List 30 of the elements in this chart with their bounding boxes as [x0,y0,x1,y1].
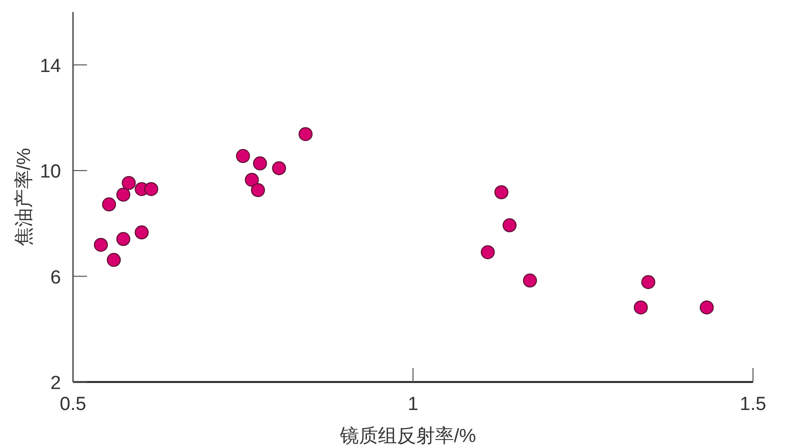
point [106,252,121,267]
x-tick-label: 1.5 [740,394,766,415]
point [236,149,250,164]
point [116,232,130,246]
point [298,127,313,142]
point [250,183,265,198]
x-axis-title: 镜质组反射率/% [338,425,476,445]
point [122,176,136,190]
point [700,300,714,314]
point [494,185,508,200]
y-tick-label: 14 [40,56,62,77]
point [134,225,149,240]
point [641,275,656,290]
point [102,197,116,212]
point [272,161,286,176]
point [502,218,517,232]
point [522,274,537,288]
point [253,156,267,170]
x-tick-label: 1 [408,394,418,415]
point [480,245,495,260]
y-tick-label: 10 [40,162,61,183]
point [94,238,108,252]
y-tick-label: 2 [50,373,61,394]
point [116,188,130,202]
x-tick-label: 0.5 [60,394,86,415]
point [634,300,648,314]
point [144,182,158,196]
y-tick-label: 6 [50,267,61,288]
y-axis-title: 焦油产率/% [13,148,35,246]
point [244,172,259,187]
